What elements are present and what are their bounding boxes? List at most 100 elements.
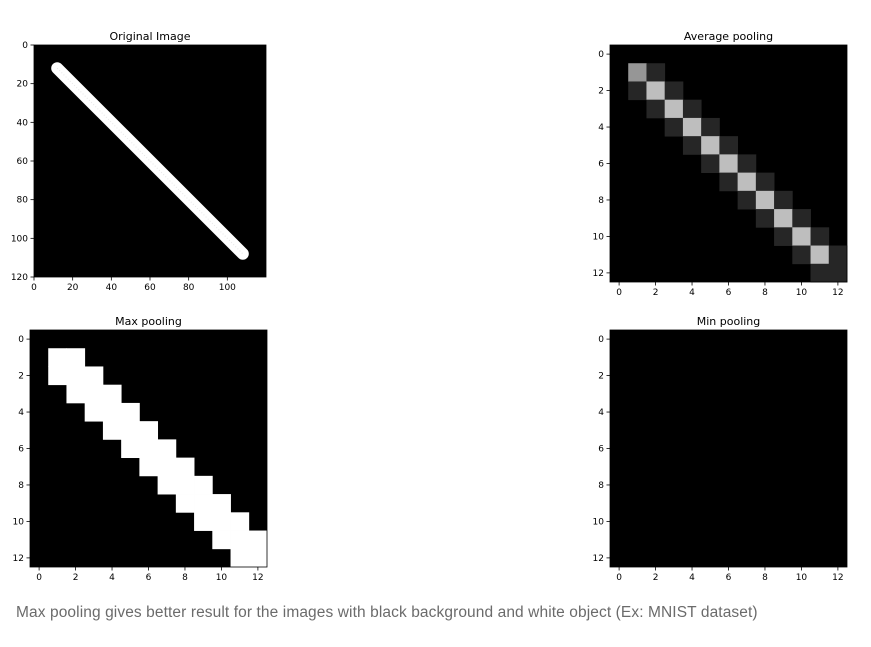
original-image-panel: Original Image 0 20 40 60 80 100 0 20 40 60 80 100 12… — [11, 30, 267, 293]
average-pooling-y-tick-label: 6 — [598, 160, 604, 170]
max-pooling-cell — [121, 421, 140, 440]
max-pooling-cell — [194, 494, 213, 513]
average-pooling-frame — [609, 44, 848, 283]
max-pooling-cell — [121, 439, 140, 459]
min-pooling-y-tick-label: 4 — [598, 408, 604, 418]
max-pooling-cell — [84, 402, 104, 422]
max-pooling-cell — [121, 402, 140, 422]
average-pooling-x-tick-label: 6 — [726, 288, 732, 298]
min-pooling-y-tick-label: 2 — [598, 372, 604, 382]
max-pooling-x-tick-label: 10 — [216, 573, 228, 583]
original-image-line — [51, 62, 249, 260]
min-pooling-y-tick-label: 0 — [598, 335, 604, 345]
average-pooling-cell — [682, 99, 702, 119]
max-pooling-cell — [48, 366, 67, 386]
average-pooling-cell — [737, 190, 757, 210]
average-pooling-cell — [810, 245, 830, 265]
average-pooling-cell — [810, 227, 830, 246]
average-pooling-cell — [774, 227, 793, 246]
average-pooling-cell — [810, 263, 830, 283]
average-pooling-cell — [628, 81, 647, 101]
min-pooling-x-tick-label: 4 — [689, 573, 695, 583]
average-pooling-y-tick-label: 8 — [598, 196, 604, 206]
max-pooling-cell — [212, 512, 231, 531]
max-pooling-x-tick-label: 4 — [109, 573, 115, 583]
average-pooling-cell — [774, 190, 793, 210]
average-pooling-cell — [664, 81, 684, 101]
average-pooling-title: Average pooling — [684, 30, 773, 43]
min-pooling-y-tick-label: 6 — [598, 445, 604, 455]
average-pooling-cell — [755, 209, 775, 228]
average-pooling-x-tick-label: 2 — [653, 288, 659, 298]
max-pooling-cell — [230, 530, 250, 550]
max-pooling-cell — [157, 475, 177, 495]
max-pooling-cell — [230, 548, 250, 568]
max-pooling-x-tick-label: 2 — [73, 573, 79, 583]
max-pooling-x-tick-label: 6 — [146, 573, 152, 583]
average-pooling-x-tick-label: 0 — [616, 288, 622, 298]
average-pooling-x-tick-label: 8 — [762, 288, 768, 298]
average-pooling-cell — [792, 209, 811, 228]
min-pooling-y-tick-label: 12 — [593, 554, 604, 564]
max-pooling-cell — [139, 439, 159, 459]
max-pooling-y-tick-label: 12 — [13, 554, 24, 564]
average-pooling-cell — [737, 172, 757, 192]
average-pooling-cell — [628, 63, 647, 82]
average-pooling-cell — [646, 81, 666, 101]
max-pooling-cell — [84, 366, 104, 386]
max-pooling-frame — [29, 329, 268, 568]
average-pooling-cell — [646, 99, 666, 119]
original-image-x-tick-label: 100 — [219, 283, 236, 293]
max-pooling-cell — [66, 348, 86, 367]
max-pooling-cell — [102, 384, 122, 404]
max-pooling-cell — [139, 421, 159, 440]
average-pooling-cell — [755, 190, 775, 210]
max-pooling-cell — [175, 494, 195, 513]
original-image-y-tick-label: 0 — [22, 41, 28, 51]
min-pooling-y-tick-label: 8 — [598, 481, 604, 491]
max-pooling-x-tick-label: 8 — [182, 573, 188, 583]
max-pooling-cell — [84, 384, 104, 404]
average-pooling-cell — [646, 63, 666, 82]
max-pooling-cell — [248, 530, 268, 550]
min-pooling-y-tick-label: 10 — [593, 517, 605, 527]
average-pooling-y-tick-label: 2 — [598, 87, 604, 97]
average-pooling-cell — [737, 154, 757, 174]
average-pooling-panel: Average pooling 0 2 4 6 8 10 12 0 2 4 6 8 10 12 — [593, 30, 848, 298]
max-pooling-y-tick-label: 2 — [18, 372, 24, 382]
max-pooling-cell — [230, 512, 250, 531]
average-pooling-x-tick-label: 12 — [832, 288, 843, 298]
max-pooling-y-tick-label: 8 — [18, 481, 24, 491]
average-pooling-cell — [682, 117, 702, 137]
original-image-y-tick-label: 120 — [11, 273, 28, 283]
original-image-x-tick-label: 60 — [144, 283, 156, 293]
min-pooling-x-tick-label: 10 — [796, 573, 808, 583]
average-pooling-cell — [701, 136, 720, 155]
max-pooling-title: Max pooling — [115, 315, 182, 328]
original-image-y-tick-label: 80 — [17, 196, 29, 206]
max-pooling-cell — [66, 366, 86, 386]
max-pooling-y-tick-label: 4 — [18, 408, 24, 418]
average-pooling-cell — [774, 209, 793, 228]
figure-caption: Max pooling gives better result for the … — [16, 604, 758, 621]
max-pooling-cell — [102, 402, 122, 422]
max-pooling-x-tick-label: 0 — [36, 573, 42, 583]
original-image-y-tick-label: 60 — [17, 157, 29, 167]
max-pooling-cell — [248, 548, 268, 568]
average-pooling-cell — [828, 263, 848, 283]
average-pooling-cell — [719, 172, 739, 192]
average-pooling-cell — [755, 172, 775, 192]
average-pooling-y-tick-label: 4 — [598, 123, 604, 133]
min-pooling-x-tick-label: 8 — [762, 573, 768, 583]
max-pooling-cell — [66, 384, 86, 404]
average-pooling-x-tick-label: 4 — [689, 288, 695, 298]
max-pooling-cell — [102, 421, 122, 440]
average-pooling-cell — [792, 245, 811, 265]
min-pooling-x-tick-label: 12 — [832, 573, 843, 583]
original-image-frame — [33, 44, 267, 278]
min-pooling-frame — [609, 329, 848, 568]
max-pooling-y-tick-label: 0 — [18, 335, 24, 345]
max-pooling-cell — [212, 530, 231, 550]
average-pooling-cell — [828, 245, 848, 265]
